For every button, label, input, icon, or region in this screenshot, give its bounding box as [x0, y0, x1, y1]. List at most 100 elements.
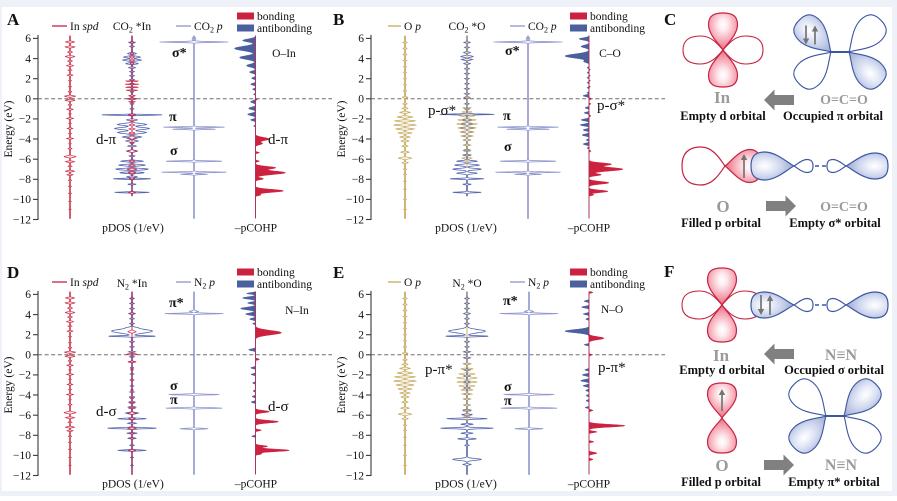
- svg-text:−2: −2: [352, 114, 364, 126]
- svg-text:−10: −10: [346, 194, 364, 206]
- svg-text:–pCOHP: –pCOHP: [234, 479, 277, 491]
- svg-text:In spd: In spd: [70, 21, 99, 33]
- svg-text:−8: −8: [19, 430, 31, 442]
- svg-text:Energy (eV): Energy (eV): [3, 100, 15, 157]
- svg-text:−4: −4: [352, 390, 364, 402]
- svg-text:σ: σ: [170, 379, 178, 394]
- svg-text:In spd: In spd: [70, 277, 99, 289]
- svg-text:−8: −8: [19, 174, 31, 186]
- svg-text:O: O: [715, 456, 728, 475]
- svg-text:4: 4: [25, 53, 31, 65]
- svg-text:−4: −4: [19, 134, 31, 146]
- svg-text:−4: −4: [352, 134, 364, 146]
- svg-text:N≡N: N≡N: [825, 347, 858, 364]
- svg-text:0: 0: [25, 94, 31, 106]
- svg-text:π: π: [169, 110, 177, 125]
- svg-text:B: B: [333, 10, 344, 29]
- svg-text:π*: π*: [503, 294, 518, 309]
- svg-text:π*: π*: [169, 296, 184, 311]
- svg-text:O p: O p: [404, 21, 421, 33]
- svg-text:N2 *In: N2 *In: [117, 278, 148, 292]
- svg-text:bonding: bonding: [590, 267, 628, 279]
- svg-text:O: O: [716, 197, 729, 216]
- svg-text:d-π: d-π: [268, 132, 288, 148]
- svg-text:antibonding: antibonding: [590, 23, 645, 35]
- svg-text:antibonding: antibonding: [257, 23, 312, 35]
- svg-text:−10: −10: [13, 450, 31, 462]
- svg-text:−4: −4: [19, 390, 31, 402]
- svg-text:4: 4: [358, 309, 364, 321]
- svg-text:N2 p: N2 p: [528, 277, 549, 291]
- svg-text:−12: −12: [13, 214, 31, 226]
- svg-text:pDOS (1/eV): pDOS (1/eV): [435, 223, 497, 235]
- svg-text:−6: −6: [352, 410, 364, 422]
- svg-text:π: π: [170, 393, 178, 408]
- svg-text:N–In: N–In: [285, 305, 309, 317]
- svg-text:antibonding: antibonding: [257, 279, 312, 291]
- svg-text:C–O: C–O: [599, 48, 621, 60]
- svg-text:Empty d orbital: Empty d orbital: [679, 363, 765, 377]
- svg-text:bonding: bonding: [257, 267, 295, 279]
- svg-text:σ: σ: [170, 144, 178, 159]
- svg-text:–pCOHP: –pCOHP: [234, 223, 277, 235]
- svg-text:0: 0: [358, 94, 364, 106]
- svg-text:Empty π* orbital: Empty π* orbital: [788, 475, 880, 489]
- svg-text:N≡N: N≡N: [825, 457, 858, 474]
- svg-text:Occupied π orbital: Occupied π orbital: [783, 109, 883, 123]
- svg-text:pDOS (1/eV): pDOS (1/eV): [102, 479, 164, 491]
- svg-text:CO2 p: CO2 p: [194, 21, 223, 35]
- svg-text:π: π: [503, 109, 511, 124]
- svg-text:−2: −2: [19, 370, 31, 382]
- svg-text:D: D: [7, 263, 19, 282]
- svg-text:O=C=O: O=C=O: [820, 200, 868, 215]
- svg-text:pDOS (1/eV): pDOS (1/eV): [435, 479, 497, 491]
- svg-text:Occupied σ orbital: Occupied σ orbital: [784, 363, 884, 377]
- svg-text:−6: −6: [352, 154, 364, 166]
- svg-text:p-σ*: p-σ*: [428, 103, 456, 119]
- svg-text:antibonding: antibonding: [590, 279, 645, 291]
- svg-text:C: C: [664, 10, 676, 29]
- svg-text:2: 2: [25, 330, 31, 342]
- svg-text:6: 6: [358, 289, 364, 301]
- svg-text:4: 4: [358, 53, 364, 65]
- svg-text:−10: −10: [13, 194, 31, 206]
- svg-text:−12: −12: [13, 470, 31, 482]
- svg-text:0: 0: [358, 350, 364, 362]
- svg-text:CO2 *O: CO2 *O: [449, 21, 486, 35]
- svg-text:Empty d orbital: Empty d orbital: [680, 109, 766, 123]
- svg-text:–pCOHP: –pCOHP: [567, 223, 610, 235]
- svg-text:4: 4: [25, 309, 31, 321]
- svg-text:6: 6: [25, 289, 31, 301]
- svg-text:d-π: d-π: [96, 132, 116, 148]
- svg-text:6: 6: [25, 33, 31, 45]
- svg-text:−6: −6: [19, 410, 31, 422]
- svg-text:N2 p: N2 p: [194, 277, 215, 291]
- svg-text:Empty σ* orbital: Empty σ* orbital: [789, 216, 881, 230]
- svg-text:O p: O p: [404, 277, 421, 289]
- svg-text:In: In: [713, 346, 730, 365]
- svg-text:p-π*: p-π*: [425, 362, 453, 378]
- svg-text:p-σ*: p-σ*: [597, 98, 625, 114]
- svg-text:–pCOHP: –pCOHP: [567, 479, 610, 491]
- svg-text:bonding: bonding: [590, 11, 628, 23]
- svg-text:N2 *O: N2 *O: [452, 278, 481, 292]
- svg-text:−8: −8: [352, 430, 364, 442]
- svg-text:−8: −8: [352, 174, 364, 186]
- svg-text:Filled p orbital: Filled p orbital: [681, 216, 761, 230]
- svg-text:2: 2: [358, 330, 364, 342]
- svg-text:bonding: bonding: [257, 11, 295, 23]
- svg-text:O–In: O–In: [272, 48, 296, 60]
- svg-text:N–O: N–O: [601, 304, 623, 316]
- svg-text:−12: −12: [346, 214, 364, 226]
- svg-text:−6: −6: [19, 154, 31, 166]
- svg-text:Energy (eV): Energy (eV): [336, 100, 348, 157]
- svg-text:2: 2: [358, 74, 364, 86]
- svg-text:σ*: σ*: [172, 46, 187, 61]
- svg-text:σ: σ: [504, 380, 512, 395]
- svg-text:F: F: [664, 262, 674, 281]
- svg-text:p-π*: p-π*: [598, 360, 626, 376]
- svg-text:d-σ: d-σ: [268, 399, 289, 415]
- svg-text:pDOS (1/eV): pDOS (1/eV): [102, 223, 164, 235]
- svg-text:σ: σ: [504, 140, 512, 155]
- svg-text:π: π: [504, 394, 512, 409]
